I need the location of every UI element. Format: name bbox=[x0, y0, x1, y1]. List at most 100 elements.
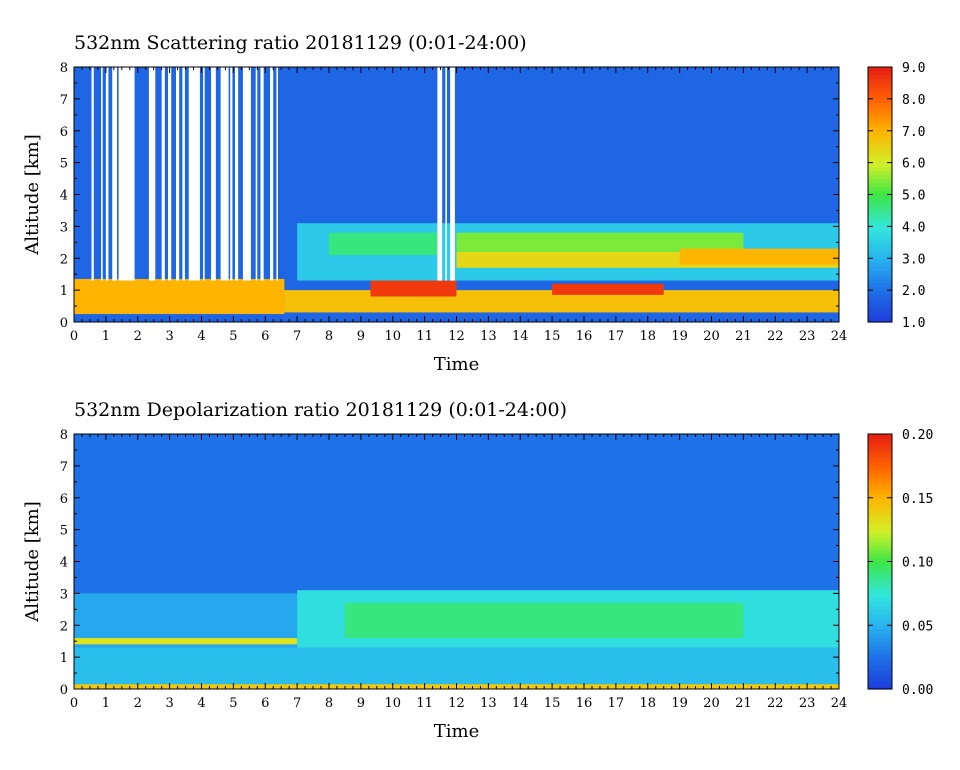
colorbar-swatch bbox=[868, 505, 892, 511]
missing-data-column bbox=[101, 67, 103, 281]
x-tick-label: 17 bbox=[608, 329, 625, 344]
colorbar-swatch bbox=[868, 625, 892, 630]
x-tick-label: 24 bbox=[831, 696, 848, 711]
colorbar-swatch bbox=[868, 529, 892, 535]
x-tick-label: 1 bbox=[102, 329, 110, 344]
x-tick-label: 18 bbox=[639, 329, 656, 344]
colorbar-tick-label: 6.0 bbox=[902, 157, 925, 172]
colorbar-swatch bbox=[868, 613, 892, 618]
colorbar-swatch bbox=[868, 286, 892, 291]
value-layer bbox=[74, 647, 839, 685]
x-tick-label: 13 bbox=[480, 696, 497, 711]
x-tick-label: 21 bbox=[735, 696, 752, 711]
colorbar-swatch bbox=[868, 449, 892, 455]
colorbar-swatch bbox=[868, 210, 892, 216]
colorbar-swatch bbox=[868, 465, 892, 471]
colorbar-swatch bbox=[868, 437, 892, 443]
x-tick-label: 18 bbox=[639, 696, 656, 711]
colorbar-swatch bbox=[868, 617, 892, 622]
missing-data-column bbox=[105, 67, 109, 281]
y-tick-label: 7 bbox=[60, 460, 68, 475]
x-tick-label: 24 bbox=[831, 329, 848, 344]
colorbar-swatch bbox=[868, 565, 892, 571]
missing-data-column bbox=[112, 67, 118, 281]
colorbar-swatch bbox=[868, 593, 892, 598]
y-tick-label: 3 bbox=[60, 220, 68, 235]
colorbar-swatch bbox=[868, 589, 892, 594]
colorbar-swatch bbox=[868, 585, 892, 590]
colorbar-swatch bbox=[868, 318, 892, 323]
colorbar-swatch bbox=[868, 597, 892, 602]
x-tick-label: 10 bbox=[384, 329, 401, 344]
colorbar-swatch bbox=[868, 549, 892, 555]
colorbar-swatch bbox=[868, 150, 892, 156]
colorbar: 0.00 0.05 0.10 0.15 0.20 bbox=[867, 428, 933, 698]
y-tick-label: 7 bbox=[60, 93, 68, 108]
colorbar-swatch bbox=[868, 517, 892, 523]
missing-data-column bbox=[255, 67, 258, 281]
x-tick-label: 21 bbox=[735, 329, 752, 344]
x-tick-label: 12 bbox=[448, 329, 465, 344]
colorbar-swatch bbox=[868, 481, 892, 487]
x-tick-label: 14 bbox=[512, 329, 529, 344]
colorbar-swatch bbox=[868, 266, 892, 271]
colorbar-swatch bbox=[868, 461, 892, 467]
colorbar-tick-label: 8.0 bbox=[902, 93, 925, 108]
missing-data-column bbox=[276, 67, 278, 281]
y-tick-label: 8 bbox=[60, 61, 68, 76]
value-layer bbox=[344, 602, 744, 638]
colorbar-swatch bbox=[868, 657, 892, 662]
x-tick-label: 8 bbox=[325, 696, 333, 711]
x-tick-label: 19 bbox=[671, 329, 688, 344]
colorbar-swatch bbox=[868, 278, 892, 283]
x-tick-label: 22 bbox=[767, 329, 784, 344]
colorbar-swatch bbox=[868, 605, 892, 610]
colorbar-swatch bbox=[868, 677, 892, 682]
colorbar-swatch bbox=[868, 501, 892, 507]
colorbar-swatch bbox=[868, 270, 892, 275]
colorbar-swatch bbox=[868, 118, 892, 124]
colorbar-swatch bbox=[868, 186, 892, 192]
colorbar-swatch bbox=[868, 445, 892, 451]
x-tick-label: 11 bbox=[416, 329, 433, 344]
colorbar-swatch bbox=[868, 601, 892, 606]
colorbar-swatch bbox=[868, 230, 892, 235]
heatmap-field bbox=[74, 434, 839, 689]
colorbar-swatch bbox=[868, 441, 892, 447]
colorbar-swatch bbox=[868, 182, 892, 188]
colorbar-swatch bbox=[868, 569, 892, 575]
colorbar-swatch bbox=[868, 645, 892, 650]
y-tick-label: 6 bbox=[60, 492, 68, 507]
colorbar-swatch bbox=[868, 250, 892, 255]
x-tick-label: 14 bbox=[512, 696, 529, 711]
colorbar-swatch bbox=[868, 573, 892, 579]
colorbar-swatch bbox=[868, 86, 892, 92]
colorbar-swatch bbox=[868, 577, 892, 583]
colorbar-swatch bbox=[868, 290, 892, 295]
colorbar-swatch bbox=[868, 246, 892, 251]
x-tick-label: 6 bbox=[261, 696, 269, 711]
colorbar-swatch bbox=[868, 434, 892, 439]
colorbar-swatch bbox=[868, 509, 892, 515]
colorbar-swatch bbox=[868, 314, 892, 319]
colorbar-swatch bbox=[868, 254, 892, 259]
colorbar-swatch bbox=[868, 158, 892, 164]
missing-data-column bbox=[211, 67, 216, 281]
colorbar-swatch bbox=[868, 102, 892, 108]
y-tick-label: 6 bbox=[60, 125, 68, 140]
heatmap-field bbox=[74, 67, 839, 322]
x-tick-label: 7 bbox=[293, 696, 301, 711]
colorbar-swatch bbox=[868, 302, 892, 307]
colorbar-tick-label: 9.0 bbox=[902, 61, 925, 76]
colorbar-swatch bbox=[868, 82, 892, 88]
colorbar-swatch bbox=[868, 122, 892, 128]
colorbar-swatch bbox=[868, 226, 892, 231]
colorbar-tick-label: 1.0 bbox=[902, 316, 925, 331]
colorbar-tick-label: 3.0 bbox=[902, 252, 925, 267]
chart-title: 532nm Depolarization ratio 20181129 (0:0… bbox=[74, 399, 567, 421]
colorbar-swatch bbox=[868, 673, 892, 678]
value-layer bbox=[552, 283, 664, 295]
value-layer bbox=[679, 248, 839, 265]
missing-data-column bbox=[161, 67, 165, 281]
colorbar-swatch bbox=[868, 477, 892, 483]
